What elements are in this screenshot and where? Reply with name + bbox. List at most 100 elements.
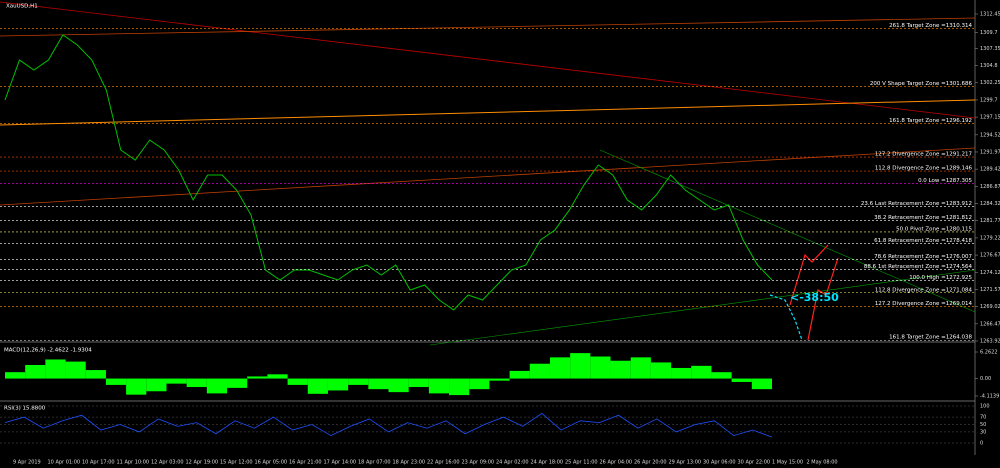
macd-bar xyxy=(549,357,571,379)
x-tick-label: 24 Apr 18:00 xyxy=(531,460,564,466)
macd-bar xyxy=(671,367,692,379)
y-tick-label: 1302.25 xyxy=(980,80,1000,86)
level-label: 50.0 Pivot Zone =1280.115 xyxy=(896,226,972,232)
y-tick-label: 1289.425 xyxy=(980,167,1000,173)
macd-bar xyxy=(206,378,228,394)
y-tick-label: 1286.875 xyxy=(980,184,1000,190)
y-tick-label: 100 xyxy=(980,404,990,410)
y-tick-label: 0.00 xyxy=(980,376,991,382)
channel-line xyxy=(429,269,976,346)
level-label: 261.8 Target Zone =1310.314 xyxy=(889,23,972,29)
y-tick-label: 1279.225 xyxy=(980,235,1000,241)
y-tick-label: 1309.7 xyxy=(980,30,998,36)
trend-line xyxy=(0,17,976,37)
macd-bar xyxy=(307,378,328,394)
macd-bar xyxy=(186,378,207,388)
x-tick-label: 18 Apr 07:00 xyxy=(358,460,391,466)
y-tick-label: 1266.475 xyxy=(980,321,1000,327)
y-tick-label: 70 xyxy=(980,415,986,421)
macd-bar xyxy=(348,378,369,385)
macd-bar xyxy=(691,365,712,379)
macd-bar xyxy=(227,378,248,388)
level-label: 127.2 Divergence Zone =1291.217 xyxy=(875,152,973,158)
macd-bar xyxy=(428,378,450,394)
level-label: 161.8 Target Zone =1264.038 xyxy=(889,335,972,341)
level-label: 112.8 Divergence Zone =1289.146 xyxy=(875,166,973,172)
x-tick-label: 1 May 15:00 xyxy=(772,460,803,466)
x-tick-label: 22 Apr 16:00 xyxy=(427,460,460,466)
y-tick-label: 1312.45 xyxy=(980,12,1000,18)
macd-bar xyxy=(650,362,672,379)
x-tick-label: 16 Apr 05:00 xyxy=(255,460,288,466)
macd-bar xyxy=(388,378,409,393)
macd-bar xyxy=(45,359,66,379)
x-tick-label: 12 Apr 19:00 xyxy=(186,460,219,466)
y-tick-label: 1307.35 xyxy=(980,46,1000,52)
macd-bar xyxy=(731,378,752,382)
level-label: 100.0 High =1272.925 xyxy=(909,275,972,281)
macd-bar xyxy=(630,357,651,379)
projection-arrow xyxy=(789,244,829,306)
macd-bar xyxy=(267,374,288,379)
price-line xyxy=(4,34,773,311)
macd-bar xyxy=(751,378,772,390)
rsi-label: RSI(3) 15.8800 xyxy=(4,406,46,412)
macd-bar xyxy=(5,372,26,379)
y-tick-label: -4.1139 xyxy=(980,394,999,400)
macd-label: MACD(12,26,9) -2.4622 -1.9304 xyxy=(4,348,92,354)
macd-bar xyxy=(711,372,732,379)
y-tick-label: 1304.8 xyxy=(980,63,998,69)
y-tick-label: 1276.675 xyxy=(980,253,1000,259)
x-tick-label: 15 Apr 12:00 xyxy=(220,460,253,466)
macd-bar xyxy=(408,378,429,388)
macd-bar xyxy=(529,363,550,379)
macd-bar xyxy=(85,370,106,379)
x-tick-label: 30 Apr 22:00 xyxy=(738,460,771,466)
macd-bar xyxy=(610,360,631,379)
x-tick-label: 23 Apr 09:00 xyxy=(462,460,495,466)
level-label: 78.6 Retracement Zone =1276.007 xyxy=(874,254,972,260)
trend-line xyxy=(0,147,976,206)
macd-bar xyxy=(105,378,127,385)
annotation: <-38:50 xyxy=(790,291,839,304)
x-tick-label: 9 Apr 2019 xyxy=(13,460,41,466)
rsi-line xyxy=(4,412,773,438)
macd-bar xyxy=(25,364,46,379)
y-tick-label: 1299.7 xyxy=(980,97,998,103)
level-label: 88.6 1st Retracement Zone =1274.564 xyxy=(864,264,973,270)
projection-arrow xyxy=(769,294,803,341)
macd-bar xyxy=(287,378,308,385)
trend-line xyxy=(0,1,976,119)
macd-bar xyxy=(509,370,530,379)
x-tick-label: 24 Apr 02:00 xyxy=(496,460,529,466)
y-tick-label: 6.2622 xyxy=(980,350,998,356)
macd-bar xyxy=(368,378,389,390)
y-tick-label: 0 xyxy=(980,441,983,447)
x-tick-label: 17 Apr 14:00 xyxy=(324,460,357,466)
level-label: 61.8 Retracement Zone =1278.418 xyxy=(874,238,972,244)
macd-bar xyxy=(469,378,490,390)
y-tick-label: 1269.025 xyxy=(980,304,1000,310)
y-tick-label: 1281.775 xyxy=(980,218,1000,224)
y-tick-label: 50 xyxy=(980,422,986,428)
x-tick-label: 26 Apr 20:00 xyxy=(634,460,667,466)
y-tick-label: 1291.975 xyxy=(980,149,1000,155)
x-tick-label: 18 Apr 23:00 xyxy=(393,460,426,466)
macd-bar xyxy=(489,378,510,381)
macd-bar xyxy=(327,378,349,391)
x-tick-label: 25 Apr 11:00 xyxy=(565,460,598,466)
x-tick-label: 12 Apr 03:00 xyxy=(151,460,184,466)
y-tick-label: 1263.925 xyxy=(980,339,1000,345)
level-label: 127.2 Divergence Zone =1269.014 xyxy=(875,301,973,307)
macd-bar xyxy=(247,376,268,379)
y-tick-label: 1297.15 xyxy=(980,115,1000,121)
level-label: 200 V Shape Target Zone =1301.686 xyxy=(870,81,973,87)
macd-bar xyxy=(166,378,187,384)
x-tick-label: 30 Apr 06:00 xyxy=(703,460,736,466)
x-tick-label: 16 Apr 21:00 xyxy=(289,460,322,466)
channel-line xyxy=(599,149,976,313)
level-label: 23.6 Last Retracement Zone =1283.912 xyxy=(861,201,972,207)
